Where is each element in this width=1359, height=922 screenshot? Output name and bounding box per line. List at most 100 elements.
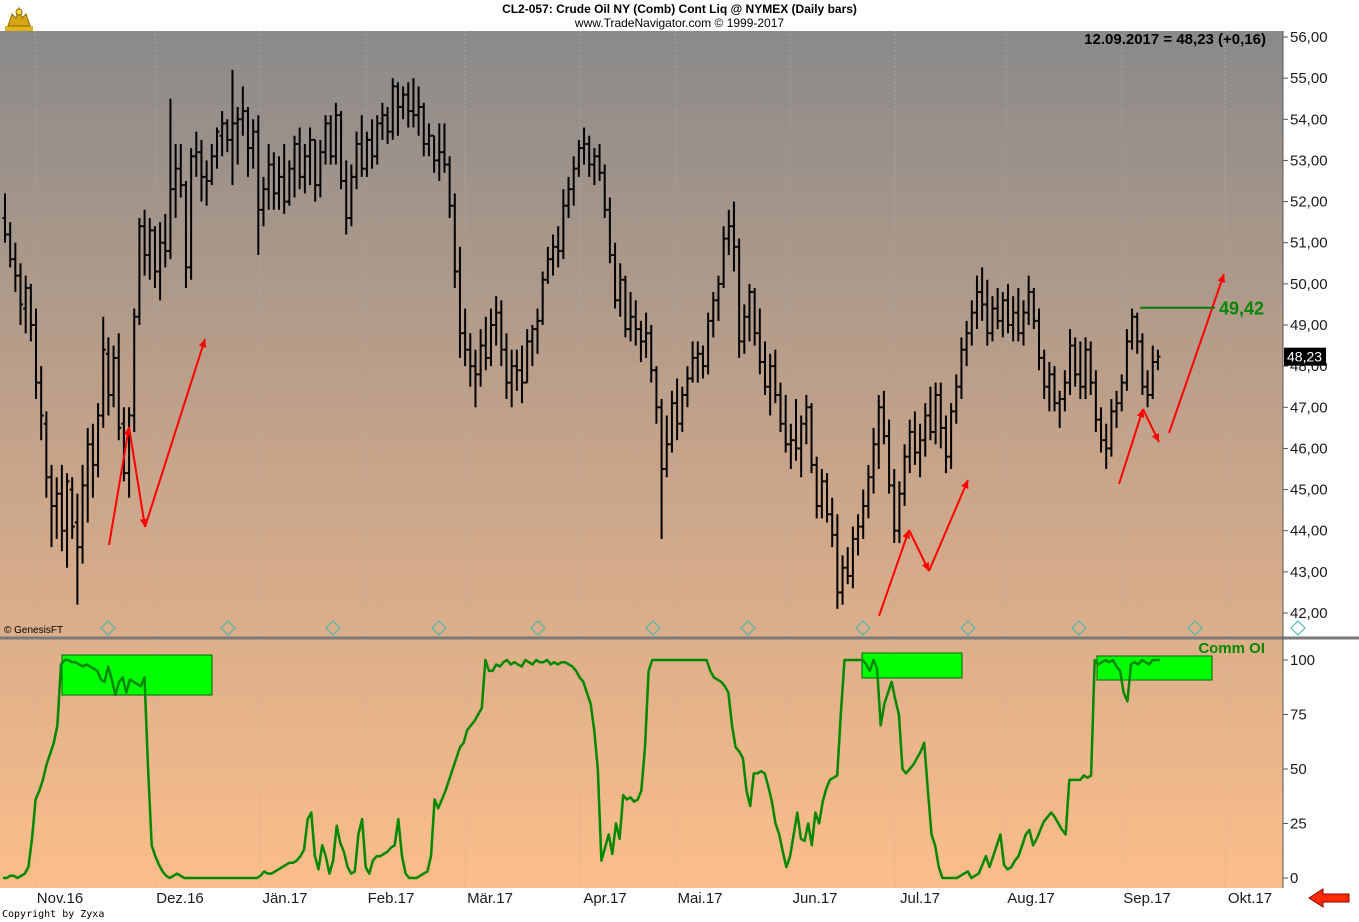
arrow-head [902,530,911,539]
price-bar [571,156,577,206]
price-bar [90,423,96,498]
price-bar [772,349,778,404]
price-bar [436,123,442,181]
price-bar [333,102,339,165]
price-bar [28,283,34,342]
indicator-title: Comm OI [1198,640,1265,657]
price-bar [219,111,225,157]
price-bar [607,197,613,264]
price-bar [317,139,323,198]
event-marker [431,620,447,636]
price-tick-label: 54,00 [1290,111,1328,128]
date-tick-label: Feb.17 [368,890,415,907]
price-bar [783,394,789,453]
price-bar [467,333,473,387]
price-bar [927,386,933,441]
price-bar [95,403,101,478]
price-tick-label: 49,00 [1290,317,1328,334]
price-bar [953,374,959,424]
price-bar [483,316,489,371]
arrow-shaft [878,529,910,617]
price-bar [188,148,194,280]
arrow-shaft [108,426,130,546]
price-bar [602,164,608,219]
price-bar [7,222,13,268]
price-bar [405,82,411,128]
price-bar [1046,362,1052,412]
price-bars [2,69,1161,609]
price-bar [447,156,453,219]
price-bar [648,325,654,383]
date-tick-label: Jän.17 [262,890,307,907]
price-bar [131,308,137,432]
price-bar [64,473,70,568]
price-bar [958,337,964,400]
copyright: Copyright by Zyxa [2,909,105,920]
bull-logo-icon[interactable] [2,2,36,34]
price-bar [778,382,783,432]
price-bar [1108,399,1114,457]
price-bar [167,98,173,260]
arrow-head [921,562,929,571]
price-bar [12,242,18,293]
arrow-head [198,339,207,348]
price-bar [938,382,944,449]
price-bar [824,473,830,523]
price-bar [550,234,556,276]
price-bar [715,275,721,321]
price-bar [819,469,825,519]
arrow-head [1217,274,1226,283]
price-bar [410,78,416,128]
price-bar [586,135,592,177]
price-bar [860,489,866,539]
price-bar [2,193,8,243]
price-bar [328,115,334,165]
indicator-tick-label: 100 [1290,652,1315,669]
date-tick-label: Mär.17 [467,890,513,907]
price-bar [1124,329,1130,391]
event-marker [100,620,116,636]
event-marker [1071,620,1087,636]
last-price-label: 48,23 [1287,349,1322,365]
last-price-box [1284,347,1326,366]
price-bar [266,143,272,210]
event-marker [1290,620,1306,636]
arrow-shaft [144,338,206,528]
arrow-shaft [128,426,146,528]
price-bar [545,246,551,284]
arrow-head [1151,433,1159,442]
scroll-left-arrow-icon[interactable] [1307,887,1351,909]
price-bar [948,403,954,469]
event-marker [530,620,546,636]
price-bar [752,287,758,346]
price-bar [1145,370,1151,408]
price-bar [214,127,220,169]
price-tick-label: 44,00 [1290,523,1328,540]
price-bar [462,308,468,367]
price-bar [276,156,282,210]
price-bar [989,296,995,342]
indicator-tick-label: 0 [1290,870,1298,887]
price-bar [736,238,742,358]
indicator-axis: 0 25 50 75 100 Comm OI [1198,640,1315,887]
price-bar [126,407,132,498]
highlight-box [61,654,213,696]
date-tick-label: Aug.17 [1007,890,1055,907]
price-bar [1072,337,1078,387]
price-bar [1052,366,1058,412]
date-tick-label: Mai.17 [677,890,722,907]
price-bar [152,226,158,288]
price-bar [633,300,639,346]
price-bar [1036,308,1042,371]
price-bar [23,275,29,334]
price-bar [359,115,365,177]
price-bar [850,526,856,589]
price-bar [902,444,908,507]
event-marker-shape [530,620,546,636]
price-bar [628,292,634,342]
price-bar [136,218,142,325]
event-marker [855,620,871,636]
price-tick-label: 55,00 [1290,70,1328,87]
price-bar [493,296,499,346]
price-axis: 42,0043,0044,0045,0046,0047,0048,0049,00… [1283,29,1328,622]
